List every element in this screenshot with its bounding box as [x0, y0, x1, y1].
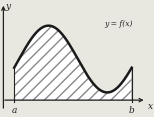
Text: b: b [129, 106, 135, 115]
Text: x: x [148, 102, 153, 111]
Text: y: y [5, 2, 10, 11]
Text: y = f(x): y = f(x) [105, 20, 133, 28]
Text: a: a [12, 106, 17, 115]
